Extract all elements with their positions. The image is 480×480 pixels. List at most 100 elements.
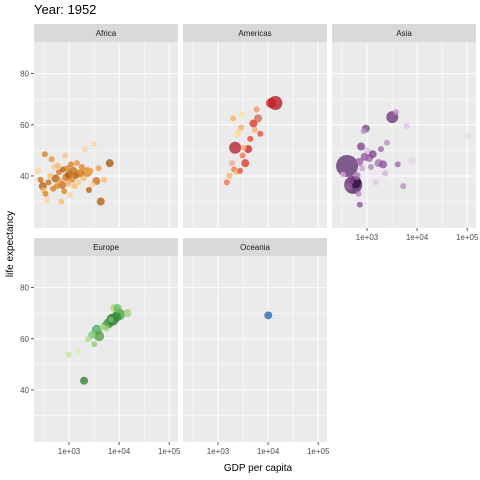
x-tick-label: 1e+05	[158, 447, 181, 456]
data-point-americas	[238, 111, 245, 118]
data-point-africa	[72, 172, 79, 179]
data-point-africa	[71, 183, 78, 190]
data-point-europe	[80, 376, 89, 385]
panel-background-europe	[34, 256, 178, 442]
data-point-africa	[53, 183, 60, 190]
data-point-europe	[85, 336, 92, 343]
facet-strip-europe	[34, 238, 178, 256]
data-point-africa	[43, 197, 50, 204]
data-point-oceania	[266, 311, 273, 318]
x-tick-label: 1e+04	[257, 447, 280, 456]
facet-label-europe: Europe	[93, 243, 119, 252]
y-tick-label: 60	[20, 335, 29, 344]
data-point-americas	[247, 135, 254, 142]
data-point-americas	[223, 179, 230, 186]
data-point-africa	[64, 165, 71, 172]
data-point-africa	[48, 156, 55, 163]
facet-label-americas: Americas	[238, 29, 271, 38]
data-point-africa	[73, 160, 80, 167]
data-point-americas	[257, 130, 264, 137]
data-point-americas	[239, 152, 246, 159]
panel-background-africa	[34, 42, 178, 228]
data-point-europe	[91, 341, 98, 348]
data-point-asia	[377, 146, 384, 153]
data-point-africa	[61, 188, 68, 195]
panel-background-asia	[332, 42, 476, 228]
data-point-asia	[465, 133, 472, 140]
x-tick-label: 1e+04	[406, 233, 429, 242]
x-tick-label: 1e+03	[207, 447, 230, 456]
data-point-asia	[400, 183, 407, 190]
data-point-africa	[89, 181, 96, 188]
data-point-asia	[382, 170, 389, 177]
data-point-europe	[113, 304, 122, 313]
data-point-americas	[238, 124, 245, 131]
facet-strip-oceania	[183, 238, 327, 256]
data-point-asia	[408, 156, 417, 165]
data-point-africa	[65, 180, 72, 187]
data-point-asia	[336, 154, 359, 177]
data-point-asia	[372, 179, 379, 186]
data-point-asia	[364, 147, 371, 154]
facet-label-asia: Asia	[396, 29, 412, 38]
x-tick-label: 1e+03	[58, 447, 81, 456]
data-point-africa	[95, 165, 102, 172]
y-tick-label: 40	[20, 386, 29, 395]
data-point-europe	[107, 316, 114, 323]
data-point-americas	[252, 126, 259, 133]
facet-label-africa: Africa	[96, 29, 117, 38]
x-tick-label: 1e+04	[108, 447, 131, 456]
y-tick-label: 80	[20, 284, 29, 293]
y-tick-label: 40	[20, 172, 29, 181]
data-point-asia	[368, 150, 377, 159]
data-point-asia	[367, 163, 374, 170]
panel-oceania: Oceania 1e+03 1e+04 1e+05	[183, 238, 330, 456]
data-point-africa	[67, 192, 74, 199]
x-axis-title: GDP per capita	[224, 463, 293, 474]
x-tick-label: 1e+05	[456, 233, 479, 242]
data-point-americas	[241, 159, 250, 168]
data-point-africa	[105, 159, 114, 168]
data-point-asia	[355, 157, 364, 166]
data-point-africa	[82, 146, 89, 153]
facet-strip-africa	[34, 24, 178, 42]
data-point-africa	[54, 162, 61, 169]
data-point-europe	[88, 330, 97, 339]
data-point-americas	[237, 167, 244, 174]
data-point-africa	[62, 152, 69, 159]
data-point-africa	[58, 198, 65, 205]
data-point-asia	[394, 161, 401, 168]
data-point-africa	[87, 167, 94, 174]
data-point-americas	[230, 115, 237, 122]
facet-strip-americas	[183, 24, 327, 42]
data-point-asia	[355, 190, 362, 197]
panel-background-oceania	[183, 256, 327, 442]
data-point-africa	[45, 179, 52, 186]
data-point-africa	[85, 187, 92, 194]
panel-europe: Europe 40 60 80 1e+03 1e+04 1e+05	[20, 238, 181, 456]
data-point-europe	[103, 325, 110, 332]
data-point-europe	[65, 351, 72, 358]
panel-africa: Africa 40 60 80	[20, 24, 178, 228]
data-point-africa	[69, 166, 78, 175]
data-point-asia	[403, 123, 410, 130]
data-point-asia	[359, 165, 366, 172]
data-point-asia	[393, 108, 400, 115]
plot-title: Year: 1952	[34, 2, 96, 17]
data-point-americas	[254, 114, 263, 123]
data-point-europe	[123, 309, 132, 318]
data-point-asia	[352, 171, 361, 180]
panel-asia: Asia 1e+03 1e+04 1e+05	[332, 24, 479, 242]
data-point-americas	[249, 119, 258, 128]
data-point-africa	[42, 190, 49, 197]
data-point-africa	[41, 151, 48, 158]
data-point-africa	[68, 161, 75, 168]
y-tick-label: 80	[20, 70, 29, 79]
data-point-asia	[356, 201, 363, 208]
y-axis-title: life expectancy	[5, 211, 16, 277]
data-point-asia	[383, 139, 390, 146]
data-point-asia	[360, 128, 367, 135]
facet-label-oceania: Oceania	[240, 243, 270, 252]
data-point-americas	[229, 141, 242, 154]
